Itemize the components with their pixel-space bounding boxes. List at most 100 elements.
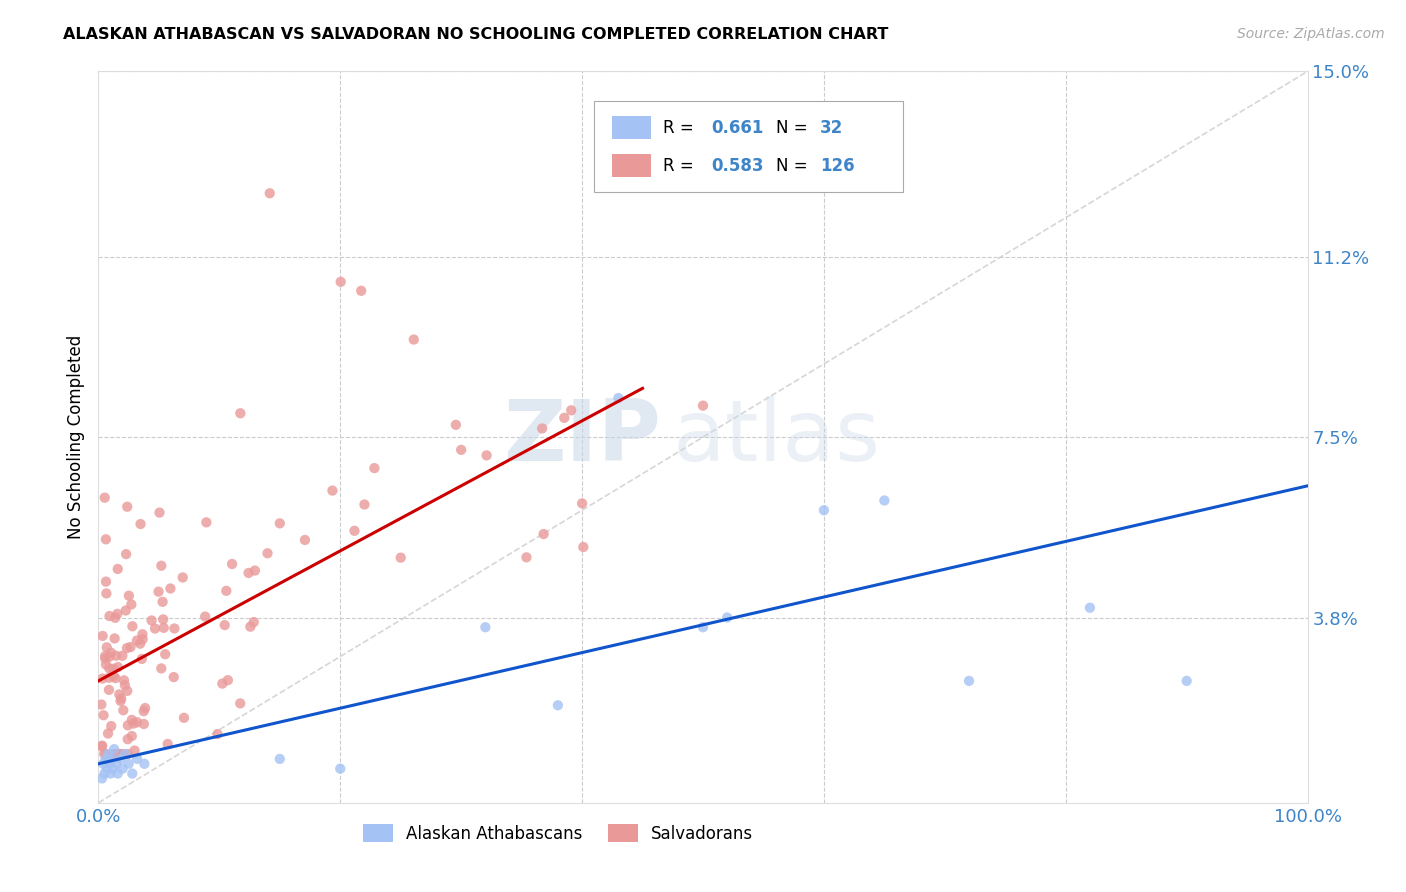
Point	[153, 647, 176, 661]
Point	[117, 732, 139, 747]
Point	[269, 516, 291, 531]
Point	[172, 570, 194, 584]
Point	[389, 550, 412, 565]
Point	[110, 691, 132, 706]
Text: 32: 32	[820, 119, 844, 136]
Point	[100, 752, 122, 766]
Point	[329, 275, 352, 289]
Point	[98, 649, 121, 664]
Point	[515, 550, 537, 565]
Point	[98, 609, 121, 624]
Text: 126: 126	[820, 157, 855, 175]
Point	[91, 739, 114, 753]
Point	[104, 611, 127, 625]
Point	[114, 603, 136, 617]
Point	[103, 742, 125, 756]
Legend: Alaskan Athabascans, Salvadorans: Alaskan Athabascans, Salvadorans	[356, 817, 759, 849]
Point	[101, 662, 124, 676]
Point	[363, 461, 385, 475]
Point	[93, 708, 115, 723]
Point	[97, 747, 120, 761]
Point	[1078, 600, 1101, 615]
Point	[127, 752, 149, 766]
Point	[692, 620, 714, 634]
Point	[716, 610, 738, 624]
Point	[107, 766, 129, 780]
Point	[96, 586, 118, 600]
Point	[353, 498, 375, 512]
Point	[105, 607, 128, 621]
Point	[110, 694, 132, 708]
FancyBboxPatch shape	[595, 101, 903, 192]
Point	[100, 766, 122, 780]
Point	[118, 589, 141, 603]
Point	[90, 698, 112, 712]
Point	[150, 661, 173, 675]
Point	[214, 618, 236, 632]
Point	[957, 673, 980, 688]
Point	[129, 637, 152, 651]
Point	[159, 582, 181, 596]
Y-axis label: No Schooling Completed: No Schooling Completed	[66, 335, 84, 539]
Point	[121, 619, 143, 633]
Point	[207, 727, 229, 741]
Point	[134, 756, 156, 771]
Point	[105, 756, 128, 771]
Point	[148, 584, 170, 599]
Point	[402, 333, 425, 347]
Point	[211, 676, 233, 690]
Text: 0.583: 0.583	[711, 157, 763, 175]
Point	[115, 547, 138, 561]
Point	[450, 442, 472, 457]
Point	[107, 660, 129, 674]
Point	[152, 595, 174, 609]
Point	[195, 516, 218, 530]
Text: Source: ZipAtlas.com: Source: ZipAtlas.com	[1237, 27, 1385, 41]
Point	[97, 671, 120, 685]
Point	[553, 410, 575, 425]
Point	[194, 609, 217, 624]
Point	[104, 747, 127, 761]
Point	[91, 756, 114, 771]
Point	[813, 503, 835, 517]
Point	[115, 641, 138, 656]
Point	[108, 747, 131, 761]
Point	[163, 670, 186, 684]
Point	[91, 772, 114, 786]
Point	[107, 747, 129, 761]
Point	[91, 672, 114, 686]
Point	[474, 620, 496, 634]
Point	[122, 716, 145, 731]
Point	[571, 496, 593, 510]
Point	[94, 648, 117, 663]
Point	[607, 391, 630, 405]
Point	[101, 762, 124, 776]
Point	[692, 399, 714, 413]
Point	[321, 483, 343, 498]
Point	[229, 697, 252, 711]
Point	[547, 698, 569, 713]
Point	[238, 566, 260, 580]
Point	[104, 671, 127, 685]
Point	[475, 449, 498, 463]
Point	[114, 747, 136, 761]
Point	[94, 574, 117, 589]
Point	[239, 620, 262, 634]
Point	[148, 506, 170, 520]
Point	[269, 752, 291, 766]
Point	[93, 766, 115, 780]
Text: N =: N =	[776, 119, 807, 136]
Point	[100, 646, 122, 660]
Point	[93, 747, 115, 761]
Point	[108, 752, 131, 766]
Point	[163, 622, 186, 636]
Point	[121, 729, 143, 743]
FancyBboxPatch shape	[613, 154, 651, 178]
Point	[94, 533, 117, 547]
Point	[120, 640, 142, 654]
FancyBboxPatch shape	[613, 116, 651, 139]
Point	[107, 747, 129, 761]
Point	[294, 533, 316, 547]
Point	[93, 491, 115, 505]
Point	[243, 564, 266, 578]
